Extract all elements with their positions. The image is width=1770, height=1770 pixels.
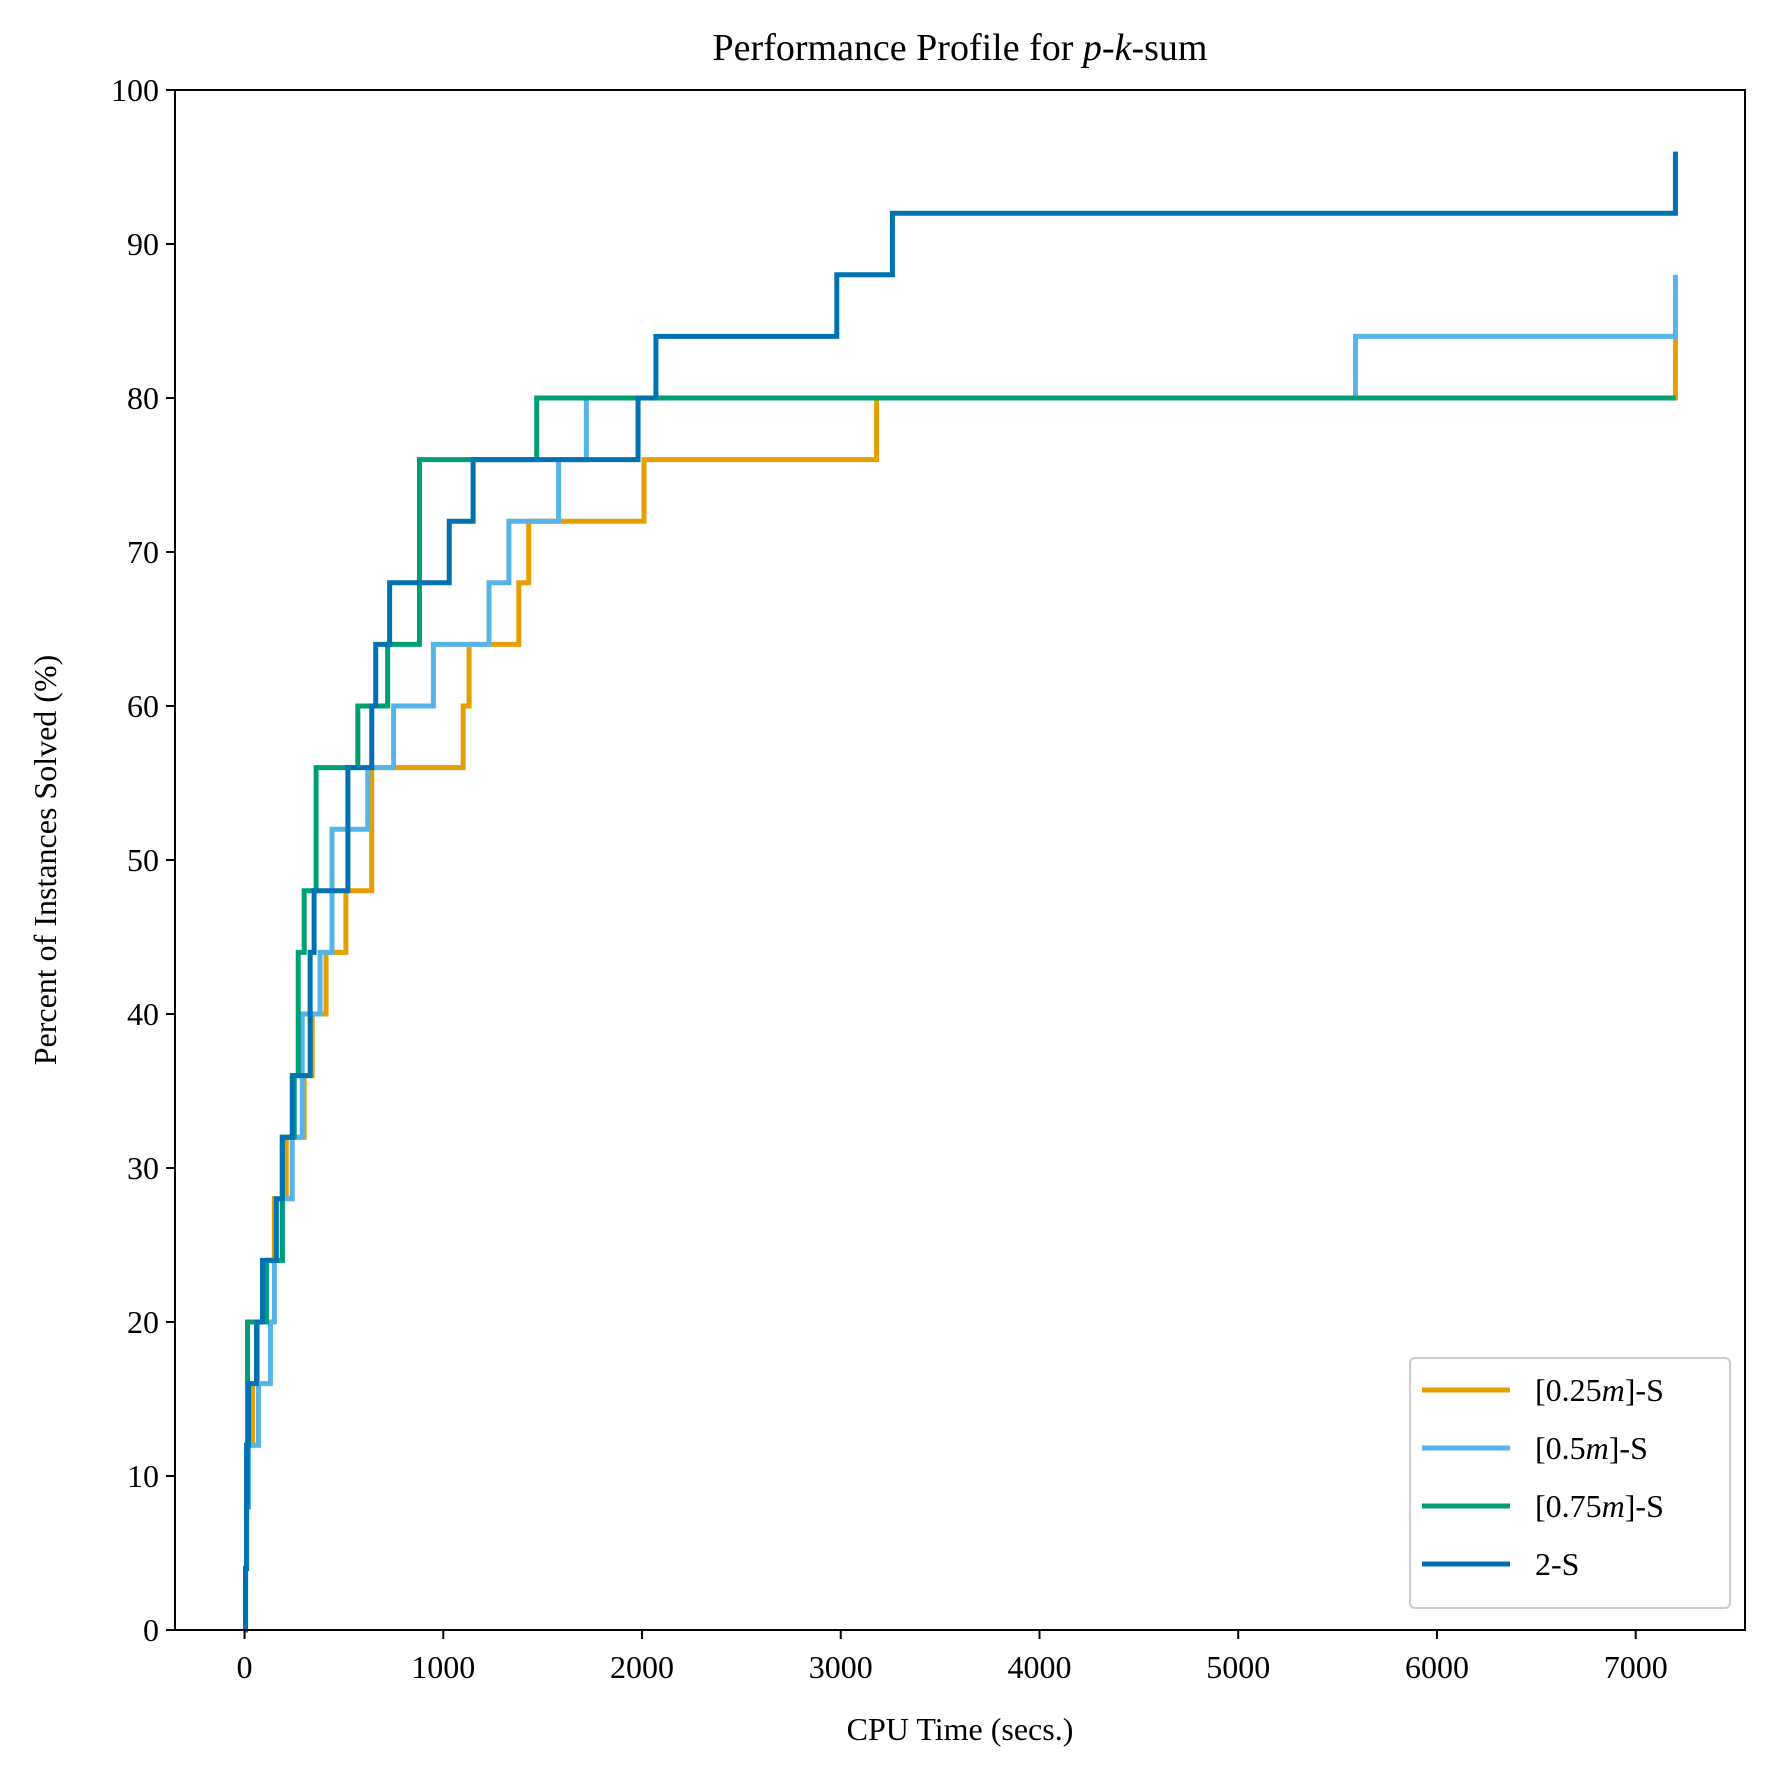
x-tick-label: 5000 xyxy=(1206,1649,1270,1685)
y-tick-label: 20 xyxy=(127,1304,159,1340)
title-suffix: -sum xyxy=(1131,27,1207,69)
title-italic-k: k xyxy=(1115,27,1133,69)
series-line-3 xyxy=(243,151,1678,1633)
x-axis-label: CPU Time (secs.) xyxy=(847,1711,1074,1747)
y-tick-label: 80 xyxy=(127,380,159,416)
x-tick-label: 6000 xyxy=(1405,1649,1469,1685)
x-tick-label: 7000 xyxy=(1604,1649,1668,1685)
x-tick-label: 3000 xyxy=(809,1649,873,1685)
y-tick-label: 100 xyxy=(111,72,159,108)
y-axis-label: Percent of Instances Solved (%) xyxy=(27,655,63,1066)
y-tick-label: 50 xyxy=(127,842,159,878)
chart-title: Performance Profile for p-k-sum xyxy=(713,27,1208,69)
title-dash: - xyxy=(1102,27,1115,69)
legend-label-1: [0.5m]-S xyxy=(1535,1430,1648,1466)
series-layer xyxy=(243,151,1678,1633)
legend-label-0: [0.25m]-S xyxy=(1535,1372,1664,1408)
x-axis: 0 1000 2000 3000 4000 5000 6000 7000 xyxy=(237,1630,1668,1685)
y-tick-label: 70 xyxy=(127,534,159,570)
legend: [0.25m]-S [0.5m]-S [0.75m]-S 2-S xyxy=(1409,1357,1731,1609)
y-tick-label: 10 xyxy=(127,1458,159,1494)
x-tick-label: 4000 xyxy=(1007,1649,1071,1685)
x-tick-label: 0 xyxy=(237,1649,253,1685)
y-axis: 0 10 20 30 40 50 60 70 80 90 100 xyxy=(111,72,175,1648)
title-italic-p: p xyxy=(1080,27,1102,69)
legend-box xyxy=(1409,1357,1731,1609)
x-tick-label: 2000 xyxy=(610,1649,674,1685)
y-tick-label: 40 xyxy=(127,996,159,1032)
title-text: Performance Profile for xyxy=(713,27,1083,69)
legend-label-3: 2-S xyxy=(1535,1546,1579,1582)
y-tick-label: 60 xyxy=(127,688,159,724)
y-tick-label: 90 xyxy=(127,226,159,262)
y-tick-label: 0 xyxy=(143,1612,159,1648)
legend-label-2: [0.75m]-S xyxy=(1535,1488,1664,1524)
x-tick-label: 1000 xyxy=(411,1649,475,1685)
y-tick-label: 30 xyxy=(127,1150,159,1186)
series-line-1 xyxy=(243,274,1678,1633)
